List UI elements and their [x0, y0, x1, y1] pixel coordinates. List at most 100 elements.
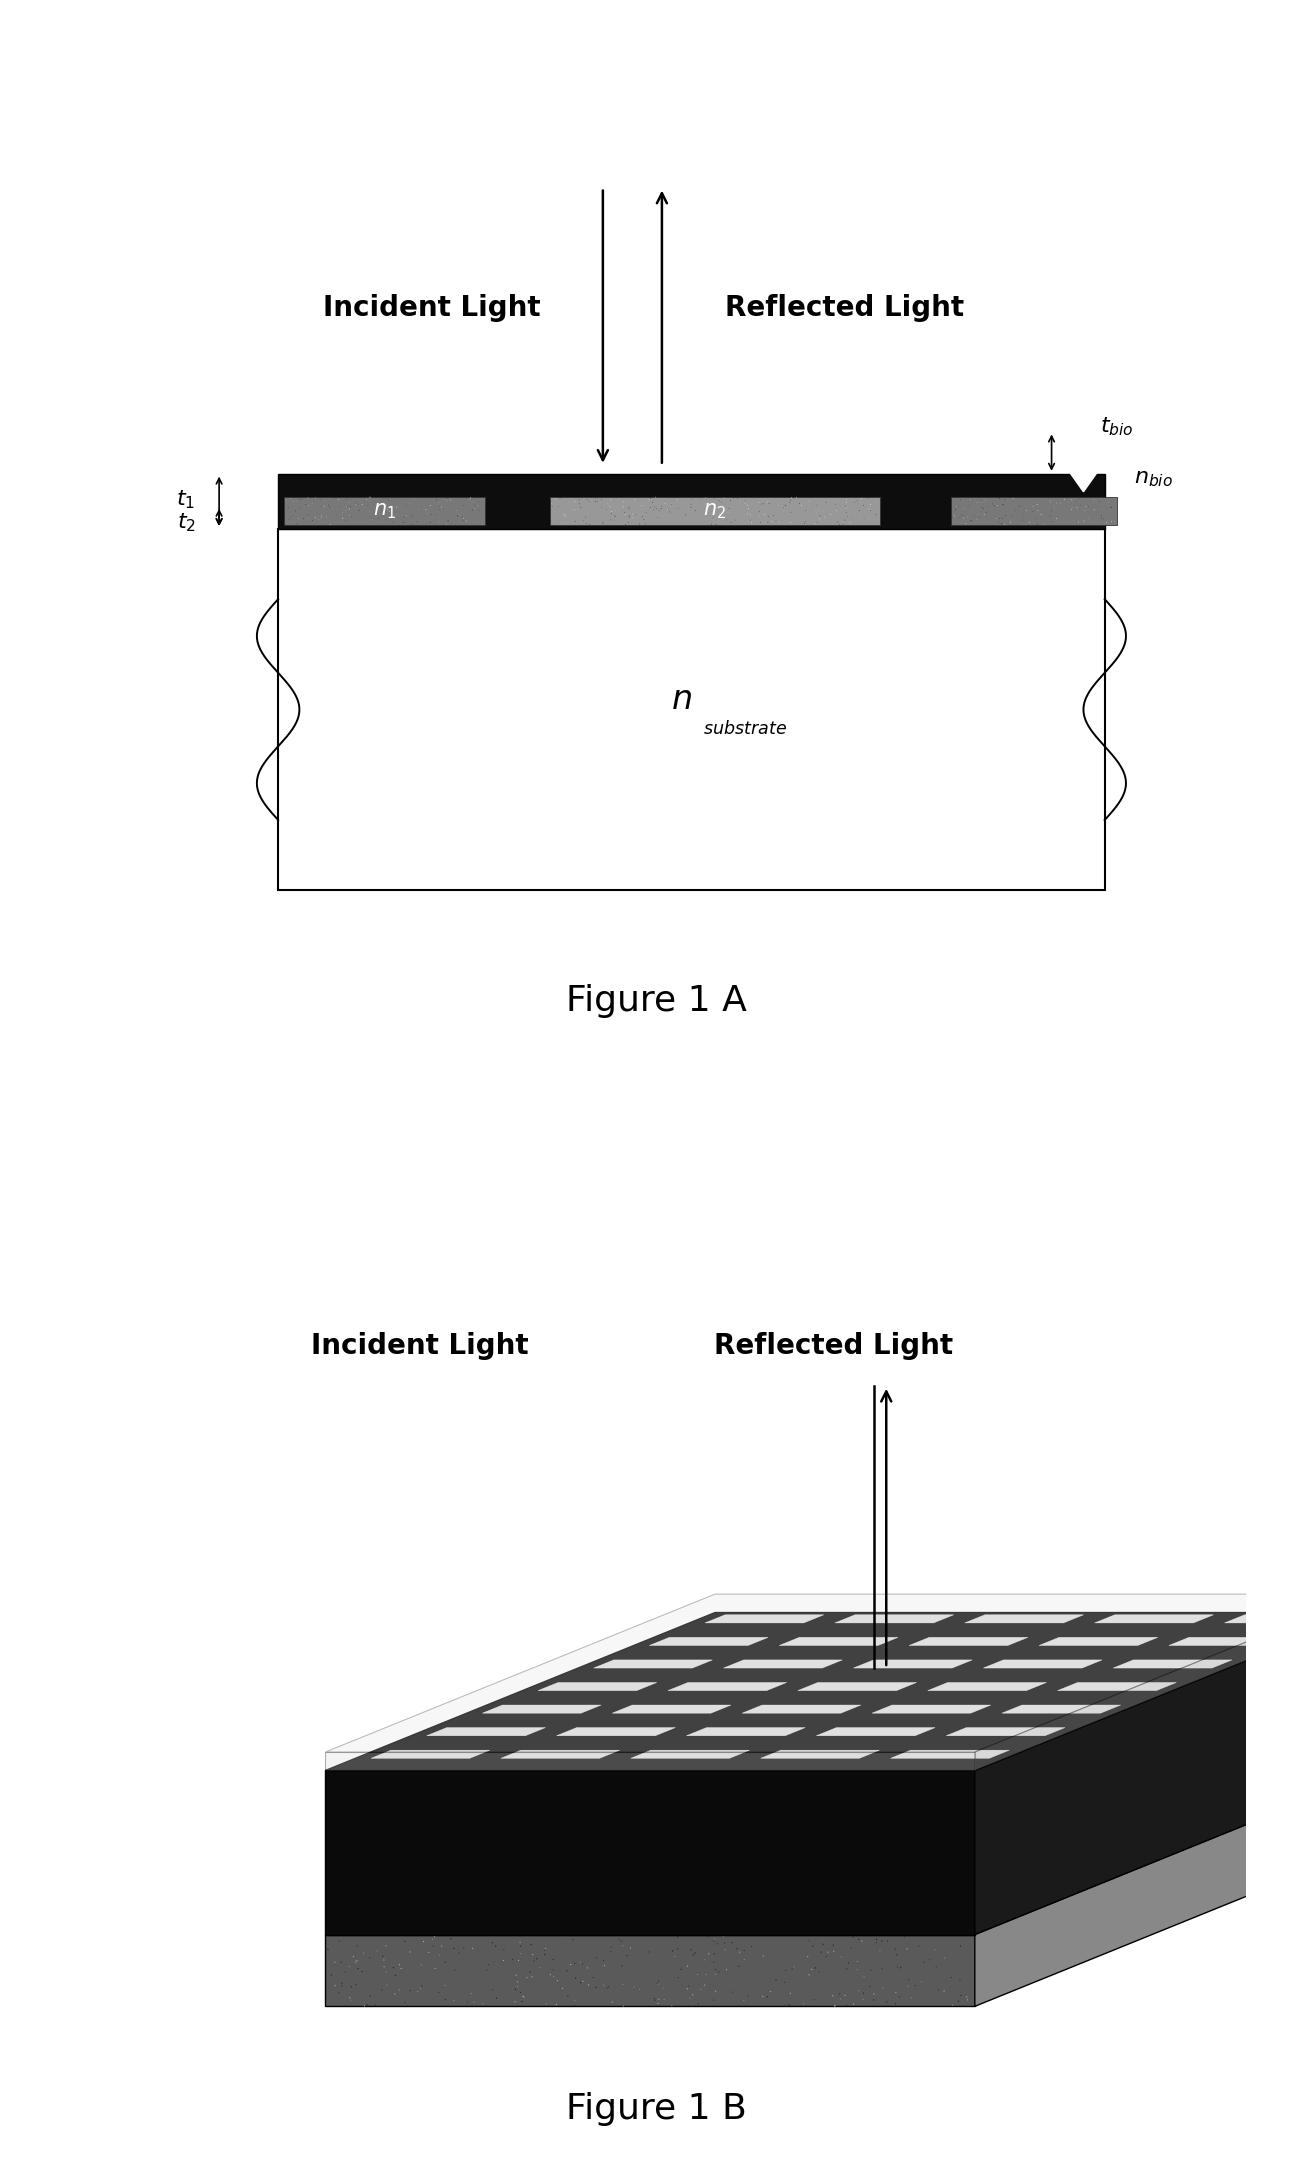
Point	[870, 1933, 891, 1968]
Point	[834, 1977, 855, 2012]
Point	[660, 495, 681, 530]
Point	[703, 1983, 724, 2018]
Point	[950, 1964, 971, 1999]
Point	[916, 1918, 937, 1953]
Point	[646, 480, 666, 515]
Point	[733, 1942, 754, 1977]
Point	[666, 1920, 687, 1955]
Point	[810, 497, 830, 532]
Point	[614, 495, 635, 530]
Point	[737, 1979, 758, 2014]
Point	[636, 495, 657, 530]
Text: $t_1$: $t_1$	[177, 489, 195, 511]
Polygon shape	[1094, 1615, 1214, 1623]
Point	[337, 489, 358, 524]
Point	[840, 495, 861, 530]
Point	[297, 502, 318, 537]
Point	[601, 482, 622, 517]
Point	[651, 491, 672, 526]
Point	[377, 487, 398, 521]
Point	[419, 1935, 440, 1970]
Point	[836, 495, 857, 530]
Point	[791, 495, 812, 530]
Point	[660, 480, 681, 515]
Point	[590, 489, 611, 524]
Point	[530, 1951, 551, 1986]
Polygon shape	[834, 1615, 954, 1623]
Point	[802, 1929, 823, 1964]
Point	[311, 489, 332, 524]
Point	[522, 1959, 543, 1994]
Point	[425, 497, 446, 532]
Point	[596, 491, 617, 526]
Point	[651, 489, 672, 524]
Point	[735, 487, 756, 521]
Point	[795, 504, 816, 539]
Point	[547, 489, 568, 524]
Point	[556, 1953, 577, 1988]
Point	[593, 1944, 614, 1979]
Point	[834, 502, 855, 537]
Point	[609, 1922, 630, 1957]
Point	[618, 489, 639, 524]
Point	[1078, 502, 1099, 537]
Polygon shape	[325, 1612, 1312, 1770]
Point	[648, 1964, 669, 1999]
Point	[345, 487, 366, 521]
Point	[354, 1988, 375, 2023]
Point	[541, 487, 562, 521]
Point	[901, 1981, 922, 2016]
Point	[714, 480, 735, 515]
Point	[754, 497, 775, 532]
Point	[454, 489, 475, 524]
Point	[577, 482, 598, 517]
Point	[1000, 504, 1021, 539]
Point	[979, 489, 1000, 524]
Point	[876, 1925, 897, 1959]
Point	[395, 497, 416, 532]
Point	[735, 484, 756, 519]
Point	[308, 502, 329, 537]
Point	[853, 489, 874, 524]
Point	[779, 484, 800, 519]
Text: $n_2$: $n_2$	[703, 502, 727, 521]
Point	[974, 497, 994, 532]
Point	[1098, 484, 1119, 519]
Point	[432, 1929, 453, 1964]
Point	[563, 1922, 584, 1957]
Point	[678, 1968, 699, 2003]
Point	[795, 493, 816, 528]
Point	[712, 480, 733, 515]
Point	[493, 1942, 514, 1977]
Point	[994, 506, 1015, 541]
Polygon shape	[325, 1935, 975, 2007]
Point	[1076, 489, 1097, 524]
Point	[324, 1968, 345, 2003]
Point	[298, 489, 319, 524]
Point	[954, 491, 975, 526]
Point	[668, 491, 689, 526]
Point	[335, 493, 356, 528]
Point	[291, 482, 312, 517]
Point	[648, 493, 669, 528]
Point	[942, 500, 963, 535]
Polygon shape	[779, 1636, 897, 1645]
Point	[639, 482, 660, 517]
Point	[493, 1931, 514, 1966]
Point	[336, 489, 357, 524]
Point	[436, 1981, 457, 2016]
Point	[799, 484, 820, 519]
Point	[558, 1979, 579, 2014]
Point	[359, 480, 380, 515]
Point	[971, 489, 992, 524]
Point	[1005, 493, 1026, 528]
Point	[1054, 482, 1075, 517]
Point	[1075, 493, 1096, 528]
Point	[993, 487, 1014, 521]
Point	[714, 1925, 735, 1959]
Point	[976, 495, 997, 530]
Point	[1039, 482, 1060, 517]
Point	[1042, 504, 1063, 539]
Point	[611, 1949, 632, 1983]
Point	[846, 484, 867, 519]
